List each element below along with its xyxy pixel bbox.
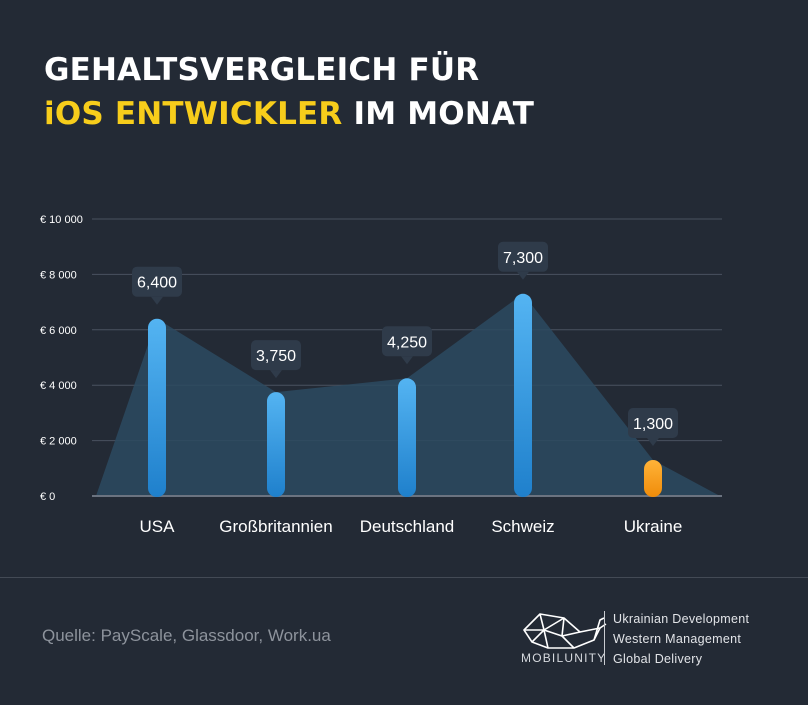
tagline-delivery: Global Delivery bbox=[613, 652, 703, 666]
footer-divider bbox=[0, 577, 808, 578]
source-note: Quelle: PayScale, Glassdoor, Work.ua bbox=[42, 626, 331, 645]
category-label: USA bbox=[140, 517, 176, 536]
value-callout-pointer bbox=[151, 296, 163, 305]
brand-name: MOBILUNITY bbox=[521, 651, 607, 665]
value-label: 1,300 bbox=[633, 416, 673, 433]
title-highlight: iOS ENTWICKLER bbox=[44, 96, 343, 132]
y-tick-label: € 10 000 bbox=[40, 214, 83, 226]
value-callout bbox=[382, 326, 432, 357]
bar-usa bbox=[148, 318, 166, 497]
y-tick-label: € 4 000 bbox=[40, 380, 77, 392]
y-tick-label: € 2 000 bbox=[40, 436, 77, 448]
y-tick-label: € 0 bbox=[40, 491, 55, 503]
category-label: Deutschland bbox=[360, 517, 455, 536]
category-label: Schweiz bbox=[491, 517, 554, 536]
value-callout bbox=[628, 407, 678, 438]
y-tick-label: € 8 000 bbox=[40, 269, 77, 281]
value-label: 3,750 bbox=[256, 348, 296, 365]
category-label: Großbritannien bbox=[219, 517, 332, 536]
tagline-management: Western Management bbox=[613, 632, 742, 646]
value-label: 7,300 bbox=[503, 250, 543, 267]
salary-bar-chart: € 0 € 2 000 € 4 000 € 6 000 € 8 000 € 10 000 6… bbox=[40, 214, 722, 536]
value-callout bbox=[498, 241, 548, 272]
title-line-2-rest: IM MONAT bbox=[342, 96, 535, 132]
brand-separator bbox=[604, 611, 605, 665]
bar-schweiz bbox=[514, 293, 532, 497]
value-label: 6,400 bbox=[137, 275, 177, 292]
value-callout bbox=[132, 266, 182, 297]
bar-ukraine bbox=[644, 459, 662, 497]
value-label: 4,250 bbox=[387, 334, 427, 351]
y-tick-label: € 6 000 bbox=[40, 325, 77, 337]
value-callout-pointer bbox=[270, 370, 282, 379]
value-callout-pointer bbox=[517, 271, 529, 280]
category-label: Ukraine bbox=[624, 517, 683, 536]
tagline-development: Ukrainian Development bbox=[613, 612, 750, 626]
bar-deutschland bbox=[398, 378, 416, 497]
title-line-1: GEHALTSVERGLEICH FÜR bbox=[44, 52, 480, 88]
whale-logo-icon bbox=[523, 613, 607, 649]
value-callout-pointer bbox=[401, 356, 413, 365]
chart-title: GEHALTSVERGLEICH FÜR iOS ENTWICKLER IM M… bbox=[44, 48, 534, 136]
value-callout-pointer bbox=[647, 437, 659, 446]
bar-großbritannien bbox=[267, 392, 285, 497]
value-callout bbox=[251, 340, 301, 371]
